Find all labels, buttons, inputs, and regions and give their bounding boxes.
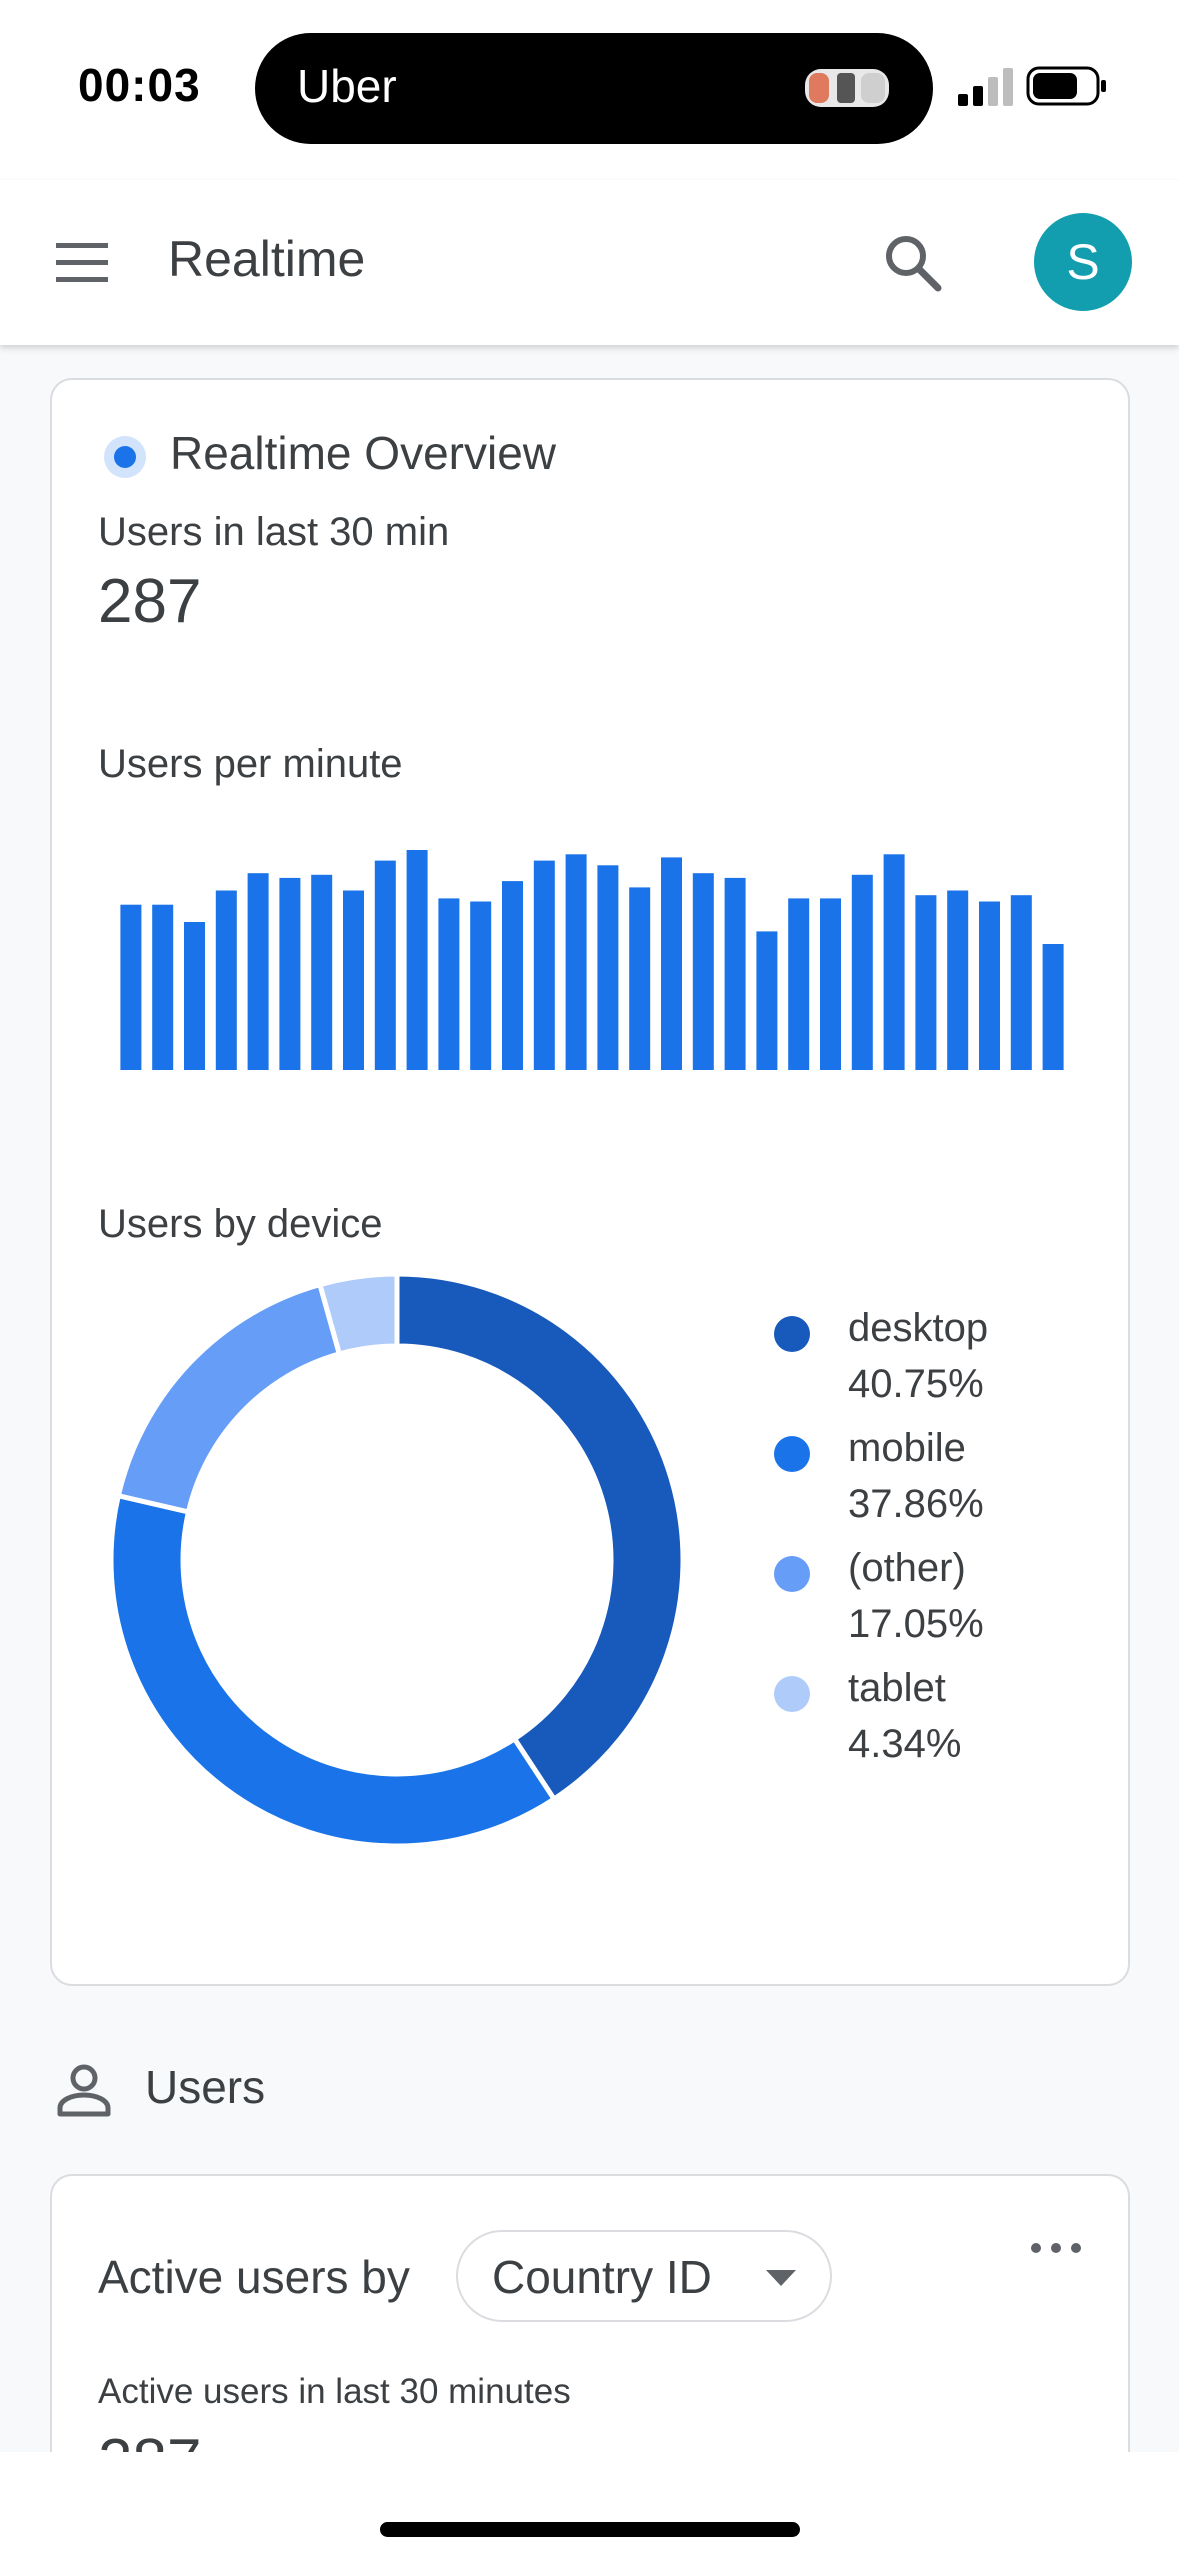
bar-minute-26[interactable] [915,895,937,1070]
legend-percent: 40.75% [848,1362,984,1406]
legend-name: desktop [848,1306,989,1350]
legend-item-tablet[interactable]: tablet 4.34% [770,1666,1110,1786]
users-30min-label: Users in last 30 min [98,510,450,554]
dimension-dropdown-label: Country ID [492,2251,712,2303]
bar-minute-10[interactable] [406,850,428,1070]
bar-minute-27[interactable] [947,890,969,1071]
person-icon [57,2064,111,2117]
slice-tablet[interactable] [316,1271,400,1357]
legend-item-mobile[interactable]: mobile 37.86% [770,1426,1110,1546]
active-users-title: Active users by [98,2251,410,2303]
status-bar: 00:03 Uber [0,0,1179,180]
bar-minute-22[interactable] [788,898,810,1070]
legend-name: mobile [848,1426,966,1470]
bar-minute-3[interactable] [184,922,205,1070]
bar-minute-9[interactable] [374,860,396,1070]
bar-minute-8[interactable] [343,890,364,1071]
bar-minute-5[interactable] [247,873,269,1070]
bar-minute-17[interactable] [629,887,651,1070]
bar-minute-24[interactable] [851,874,873,1070]
slice-other[interactable] [115,1281,343,1515]
legend-item-other[interactable]: (other) 17.05% [770,1546,1110,1666]
bar-minute-16[interactable] [597,865,619,1070]
bar-minute-14[interactable] [533,860,555,1070]
bar-minute-19[interactable] [692,873,714,1070]
battery-icon [1026,66,1106,106]
avatar[interactable]: S [1034,213,1132,311]
bar-minute-28[interactable] [979,901,1000,1071]
legend-percent: 4.34% [848,1722,962,1766]
bar-minute-25[interactable] [883,854,905,1070]
bar-minute-30[interactable] [1042,944,1064,1070]
legend-dot [774,1676,810,1712]
slice-desktop[interactable] [394,1271,686,1803]
page-title: Realtime [168,231,366,287]
bottom-bar [0,2452,1179,2556]
legend-percent: 17.05% [848,1602,984,1646]
bar-minute-6[interactable] [279,877,301,1070]
menu-icon[interactable] [50,235,118,291]
bar-minute-13[interactable] [502,881,523,1070]
legend-percent: 37.86% [848,1482,984,1526]
bar-minute-2[interactable] [152,904,174,1070]
realtime-overview-card: Realtime Overview Users in last 30 min 2… [50,378,1130,1986]
legend-dot [774,1316,810,1352]
bar-minute-23[interactable] [820,898,841,1070]
users-by-device-chart[interactable] [52,1270,772,1890]
bar-minute-11[interactable] [438,898,460,1070]
legend-dot [774,1436,810,1472]
signal-icon [958,68,1013,106]
bar-minute-7[interactable] [311,874,333,1070]
dimension-dropdown[interactable]: Country ID [456,2230,832,2322]
legend-name: tablet [848,1666,946,1710]
more-icon[interactable] [1028,2238,1084,2258]
home-indicator[interactable] [380,2522,800,2537]
users-per-minute-chart[interactable] [52,850,1132,1090]
bar-minute-4[interactable] [215,890,237,1071]
search-icon[interactable] [878,228,950,300]
status-time: 00:03 [78,59,201,111]
bar-minute-29[interactable] [1010,895,1032,1070]
chevron-down-icon [766,2270,796,2286]
live-indicator-icon [104,436,146,478]
bar-minute-21[interactable] [756,931,778,1070]
legend-name: (other) [848,1546,966,1590]
overview-title: Realtime Overview [170,427,556,479]
island-app-label: Uber [297,60,397,112]
users-by-device-label: Users by device [98,1202,383,1246]
legend-dot [774,1556,810,1592]
users-30min-value: 287 [98,567,202,636]
device-legend: desktop 40.75% mobile 37.86% (other) 17.… [770,1306,1110,1786]
users-per-minute-label: Users per minute [98,742,403,786]
bar-minute-1[interactable] [120,904,142,1070]
slice-mobile[interactable] [108,1492,558,1849]
bar-minute-20[interactable] [724,877,746,1070]
legend-item-desktop[interactable]: desktop 40.75% [770,1306,1110,1426]
app-bar: Realtime S [0,180,1179,345]
bar-minute-15[interactable] [565,854,587,1070]
bar-minute-18[interactable] [661,857,682,1070]
bar-minute-12[interactable] [470,901,492,1071]
active-users-subtitle: Active users in last 30 minutes [98,2372,571,2411]
dynamic-island[interactable]: Uber [255,33,933,144]
car-icon [805,69,889,107]
users-section-title: Users [145,2061,266,2113]
